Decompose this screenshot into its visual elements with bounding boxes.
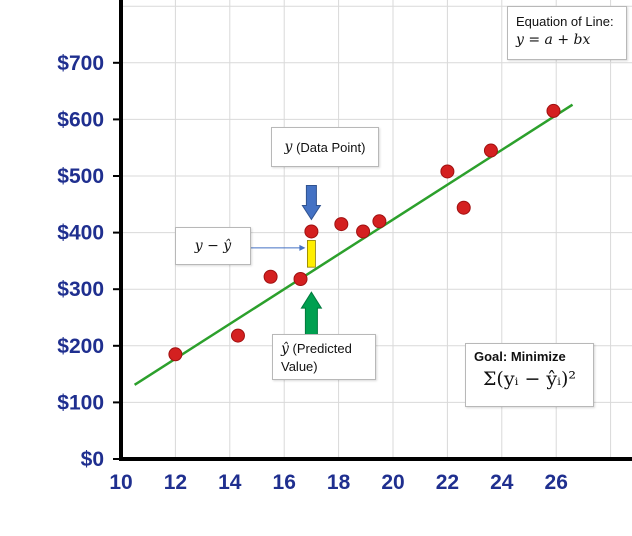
data-point: [356, 224, 371, 239]
x-tick-label: 14: [218, 471, 242, 494]
residual-pointer-arrowhead-icon: [299, 244, 306, 251]
data-point: [483, 143, 498, 158]
regression-line: [133, 103, 574, 386]
y-tick-label: $700: [57, 52, 104, 75]
y-tick-label: $500: [57, 165, 104, 188]
equation-box: Equation of Line: y = a + bx: [507, 6, 627, 60]
data-point: [456, 200, 471, 215]
equation-title: Equation of Line:: [516, 14, 614, 29]
predicted-symbol: ŷ: [281, 341, 289, 357]
y-tick-label: $600: [57, 108, 104, 131]
data-point-label: (Data Point): [296, 139, 366, 155]
data-point-callout: y (Data Point): [271, 127, 379, 167]
data-point: [168, 347, 183, 362]
data-point: [263, 269, 278, 284]
x-tick-label: 12: [164, 471, 187, 494]
x-tick-label: 22: [436, 471, 459, 494]
residual-callout: y − ŷ: [175, 227, 251, 265]
data-point: [440, 164, 455, 179]
predicted-value-callout: ŷ (Predicted Value): [272, 334, 376, 380]
data-point: [372, 214, 387, 229]
x-tick-label: 24: [490, 471, 514, 494]
predicted-label-line2: Value): [281, 359, 318, 374]
x-tick-label: 20: [381, 471, 404, 494]
residual-bar: [306, 240, 316, 268]
x-tick-label: 10: [109, 471, 132, 494]
predicted-label-line1: (Predicted: [292, 341, 352, 356]
x-tick-label: 26: [545, 471, 568, 494]
data-point: [546, 103, 561, 118]
y-tick-label: $300: [57, 278, 104, 301]
data-point: [304, 224, 319, 239]
goal-formula: Σ(yᵢ − ŷᵢ)²: [483, 368, 576, 390]
x-tick-label: 18: [327, 471, 351, 494]
data-point: [230, 328, 245, 343]
y-tick-label: $200: [57, 335, 104, 358]
data-point-arrow-icon: [301, 184, 322, 221]
x-tick-label: 16: [273, 471, 296, 494]
y-tick-label: $100: [57, 391, 104, 414]
goal-callout: Goal: Minimize Σ(yᵢ − ŷᵢ)²: [465, 343, 594, 407]
residual-label: y − ŷ: [194, 238, 232, 254]
data-point: [293, 272, 308, 287]
data-point: [334, 217, 349, 232]
equation-formula: y = a + bx: [516, 32, 591, 48]
goal-title: Goal: Minimize: [474, 349, 566, 364]
data-point-symbol: y: [284, 139, 293, 155]
y-tick-label: $400: [57, 222, 104, 245]
y-tick-label: $0: [81, 448, 104, 471]
